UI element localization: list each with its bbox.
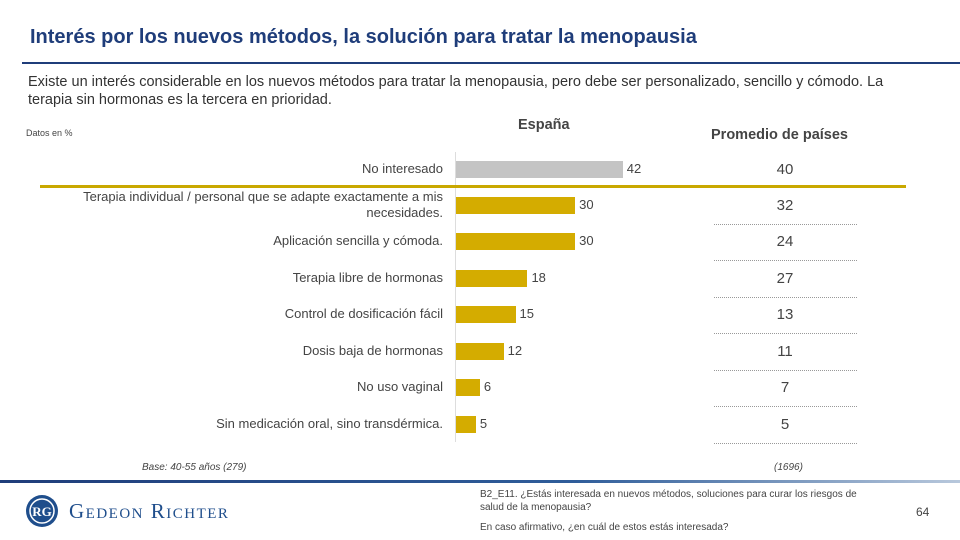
page-title: Interés por los nuevos métodos, la soluc… bbox=[30, 26, 697, 48]
row-divider bbox=[714, 443, 857, 444]
footer-divider bbox=[0, 480, 960, 483]
average-value: 5 bbox=[780, 416, 790, 433]
series-header-spain: España bbox=[518, 117, 570, 133]
logo-emblem-icon: RG bbox=[26, 495, 58, 527]
bar-spain bbox=[456, 270, 528, 287]
base-note: Base: 40-55 años (279) bbox=[142, 462, 247, 473]
bar-spain bbox=[456, 306, 516, 323]
bar-value-label: 15 bbox=[519, 306, 535, 321]
data-unit-label: Datos en % bbox=[26, 128, 73, 138]
average-value: 40 bbox=[776, 161, 794, 178]
average-value: 27 bbox=[776, 270, 794, 287]
average-value: 24 bbox=[776, 233, 794, 250]
bar-value-label: 30 bbox=[579, 197, 594, 212]
chart-separator bbox=[40, 185, 906, 188]
average-value: 13 bbox=[776, 306, 794, 323]
bar-value-label: 18 bbox=[531, 270, 546, 285]
category-label: No interesado bbox=[362, 161, 443, 176]
bar-spain bbox=[456, 161, 623, 178]
bar-value-label: 30 bbox=[579, 233, 594, 248]
bar-value-label: 6 bbox=[483, 379, 492, 394]
bar-spain bbox=[456, 197, 576, 214]
average-value: 7 bbox=[780, 379, 790, 396]
row-divider bbox=[714, 333, 857, 334]
series-header-average: Promedio de países bbox=[711, 127, 848, 143]
subtitle: Existe un interés considerable en los nu… bbox=[28, 74, 884, 108]
category-label: Terapia libre de hormonas bbox=[292, 270, 443, 285]
chart-axis bbox=[455, 152, 456, 442]
bar-value-label: 5 bbox=[479, 416, 488, 431]
row-divider bbox=[714, 297, 857, 298]
category-label: Dosis baja de hormonas bbox=[302, 343, 443, 358]
bar-spain bbox=[456, 233, 576, 250]
bar-spain bbox=[456, 343, 504, 360]
row-divider bbox=[714, 260, 857, 261]
category-label: Terapia individual / personal que se ada… bbox=[83, 189, 443, 220]
svg-text:RG: RG bbox=[32, 504, 52, 519]
title-divider bbox=[22, 62, 960, 64]
question-text: B2_E11. ¿Estás interesada en nuevos méto… bbox=[480, 489, 857, 513]
row-divider bbox=[714, 224, 857, 225]
base-average-note: (1696) bbox=[774, 462, 803, 473]
bar-value-label: 42 bbox=[626, 161, 642, 176]
category-label: No uso vaginal bbox=[357, 379, 443, 394]
page-number: 64 bbox=[916, 505, 930, 519]
logo-text: Gedeon Richter bbox=[69, 498, 230, 523]
category-label: Aplicación sencilla y cómoda. bbox=[273, 233, 443, 248]
row-divider bbox=[714, 406, 857, 407]
category-label: Control de dosificación fácil bbox=[284, 306, 443, 321]
bar-value-label: 12 bbox=[507, 343, 523, 358]
followup-question-text: En caso afirmativo, ¿en cuál de estos es… bbox=[480, 522, 729, 533]
bar-spain bbox=[456, 379, 480, 396]
average-value: 32 bbox=[776, 197, 794, 214]
category-label: Sin medicación oral, sino transdérmica. bbox=[216, 416, 443, 431]
company-logo: RG Gedeon Richter bbox=[25, 494, 229, 528]
average-value: 11 bbox=[777, 343, 793, 360]
bar-spain bbox=[456, 416, 476, 433]
row-divider bbox=[714, 370, 857, 371]
